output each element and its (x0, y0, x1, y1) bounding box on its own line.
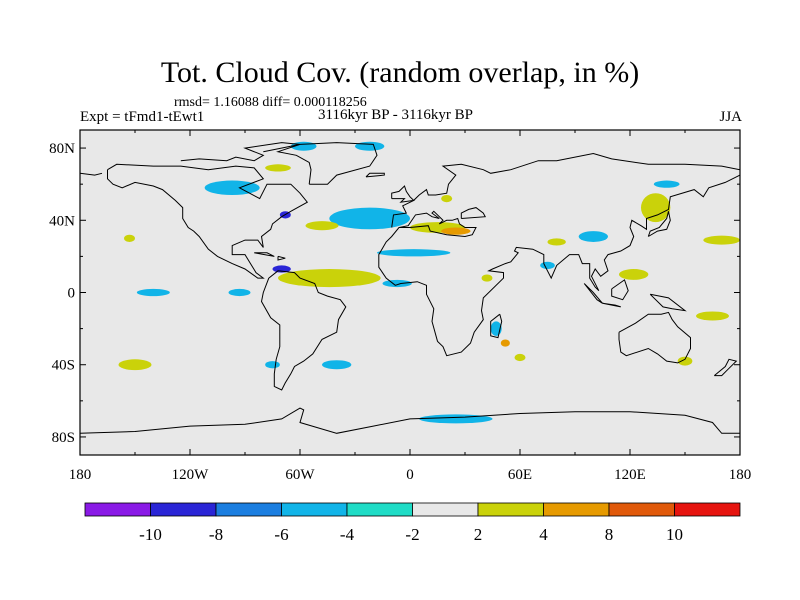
anomaly-region (514, 353, 526, 362)
period-label: 3116kyr BP - 3116kyr BP (318, 107, 474, 123)
coastline (260, 270, 347, 391)
colorbar: -10 -8 -6 -4 -2 2 4 8 10 (84, 502, 741, 544)
anomaly-region (382, 279, 412, 288)
colorbar-swatch (346, 502, 413, 517)
anomaly-region (441, 195, 453, 203)
anomaly-region (500, 339, 510, 347)
y-tick-label: 80N (49, 141, 75, 157)
x-tick-label: 60E (508, 467, 532, 483)
coastline (490, 313, 503, 339)
colorbar-label: -2 (405, 525, 419, 544)
anomaly-region (696, 311, 729, 321)
coastline (378, 174, 740, 357)
coastline (80, 407, 740, 434)
coastline (460, 207, 486, 219)
anomaly-region (329, 207, 410, 230)
axes: 180 120W 60W 0 60E 120E 180 80N 40N 0 40S 80S (49, 130, 751, 483)
coastline (618, 311, 691, 364)
y-tick-label: 40N (49, 213, 75, 229)
anomaly-region (481, 274, 493, 282)
anomaly-region (305, 221, 339, 231)
coastline (649, 293, 687, 312)
colorbar-label: 10 (666, 525, 683, 544)
anomaly-region (653, 180, 680, 188)
colorbar-swatch (543, 502, 610, 517)
coastline (180, 142, 301, 162)
x-tick-label: 180 (69, 467, 92, 483)
anomaly-region (228, 288, 251, 297)
anomaly-region (677, 356, 693, 366)
anomaly-region (540, 261, 555, 270)
anomaly-region (441, 227, 471, 235)
plot-background (80, 130, 740, 455)
x-tick-label: 60W (285, 467, 315, 483)
anomaly-region (547, 238, 566, 246)
coastline-layer (80, 142, 740, 434)
colorbar-swatch (674, 502, 741, 517)
coastline (713, 358, 738, 377)
coastline (277, 255, 286, 261)
coastline (611, 279, 629, 301)
anomaly-region (619, 269, 649, 280)
anomaly-layer (118, 141, 740, 424)
anomaly-region (272, 265, 291, 273)
colorbar-label: -8 (209, 525, 223, 544)
y-tick-label: 40S (52, 358, 75, 374)
coastline (602, 302, 621, 308)
season-label: JJA (719, 109, 742, 125)
stats-label: rmsd= 1.16088 diff= 0.000118256 (174, 95, 367, 110)
experiment-label: Expt = tFmd1-tEwt1 (80, 109, 205, 125)
colorbar-swatch (84, 502, 151, 517)
anomaly-region (265, 361, 280, 369)
colorbar-label: 4 (539, 525, 548, 544)
anomaly-region (355, 141, 385, 151)
coastline (647, 211, 671, 237)
coastline (80, 172, 103, 176)
anomaly-region (265, 164, 291, 172)
colorbar-label: -4 (340, 525, 355, 544)
colorbar-swatch (215, 502, 282, 517)
anomaly-region (703, 235, 740, 245)
coastline (254, 252, 275, 257)
anomaly-region (641, 193, 671, 223)
chart-title: Tot. Cloud Cov. (random overlap, in %) (160, 56, 640, 89)
coastline (391, 185, 415, 203)
colorbar-swatch (150, 502, 217, 517)
colorbar-label: 8 (605, 525, 614, 544)
x-tick-label: 180 (729, 467, 752, 483)
colorbar-swatch (477, 502, 544, 517)
anomaly-region (204, 180, 260, 195)
x-tick-label: 0 (406, 467, 414, 483)
anomaly-region (377, 249, 451, 257)
y-tick-label: 0 (68, 286, 76, 302)
coastline (107, 163, 309, 279)
colorbar-swatch (412, 502, 479, 517)
colorbar-swatch (608, 502, 675, 517)
anomaly-region (322, 360, 352, 370)
coastline (276, 142, 378, 185)
anomaly-region (136, 288, 170, 297)
colorbar-label: -10 (139, 525, 162, 544)
anomaly-region (118, 359, 152, 371)
y-tick-label: 80S (52, 430, 75, 446)
anomaly-region (124, 234, 135, 242)
coastline (365, 172, 385, 178)
colorbar-label: -6 (274, 525, 288, 544)
x-tick-label: 120E (614, 467, 646, 483)
anomaly-region (578, 231, 608, 242)
colorbar-label: 2 (474, 525, 483, 544)
anomaly-region (278, 269, 381, 288)
colorbar-swatch (281, 502, 348, 517)
x-tick-label: 120W (172, 467, 210, 483)
